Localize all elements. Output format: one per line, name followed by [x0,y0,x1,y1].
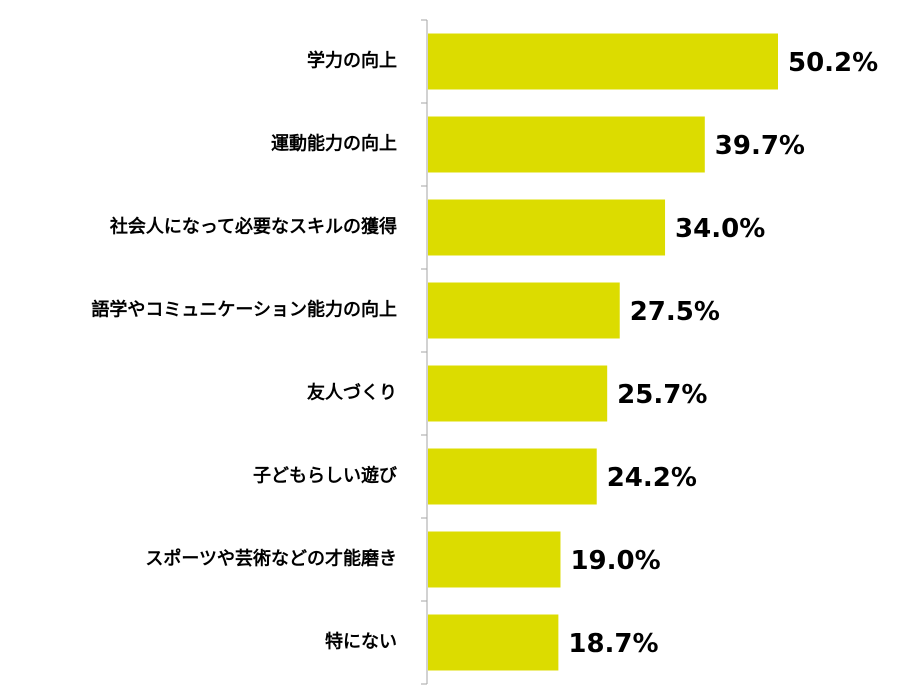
value-label: 39.7% [715,131,805,161]
category-label: 友人づくり [307,382,397,404]
bar [428,614,559,671]
bar [428,282,620,339]
value-label: 19.0% [570,546,660,576]
bar [428,448,597,505]
bar [428,199,666,256]
value-label: 50.2% [788,48,878,78]
category-label: 学力の向上 [307,50,397,72]
bar [428,365,608,422]
value-label: 24.2% [607,463,697,493]
value-label: 18.7% [568,629,658,659]
category-label: 子どもらしい遊び [253,465,398,487]
bar [428,33,778,90]
category-label: 特にない [325,631,397,653]
category-label: 運動能力の向上 [271,133,397,155]
bar [428,116,705,173]
category-label: 社会人になって必要なスキルの獲得 [110,216,397,238]
bars-layer [428,33,778,671]
value-label: 34.0% [675,214,765,244]
labels-layer: 学力の向上 50.2% 運動能力の向上 39.7% 社会人になって必要なスキルの獲得 34… [91,48,878,659]
value-label: 27.5% [630,297,720,327]
bar [428,531,561,588]
category-axis [421,19,428,685]
value-label: 25.7% [617,380,707,410]
category-label: 語学やコミュニケーション能力の向上 [91,299,397,321]
category-label: スポーツや芸術などの才能磨き [145,548,397,570]
